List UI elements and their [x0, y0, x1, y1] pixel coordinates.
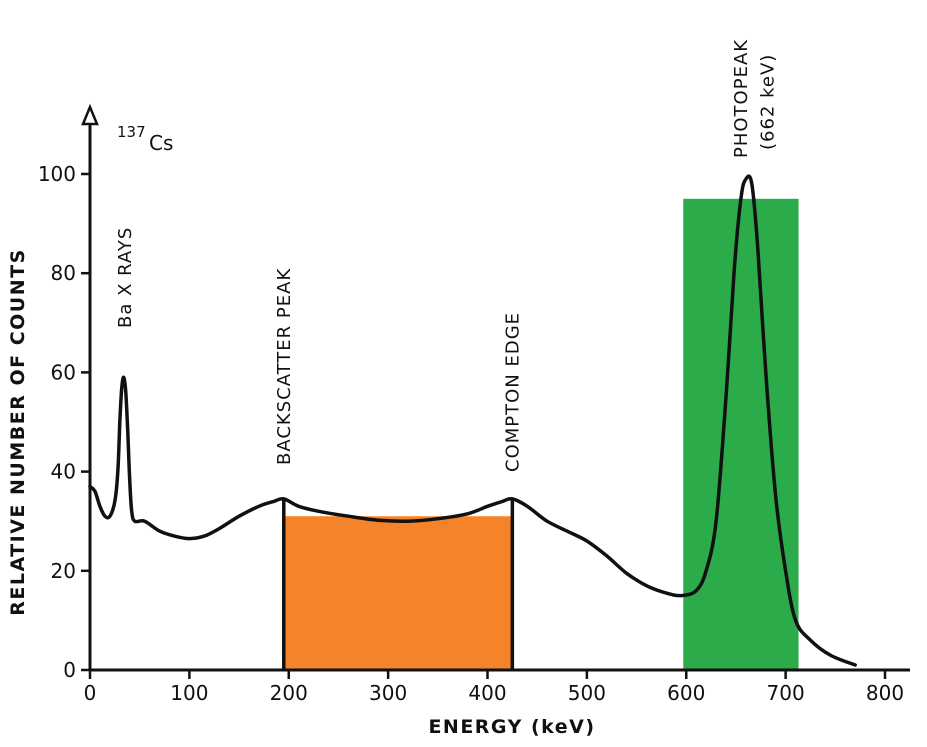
y-ticks: 0 20 40 60 80 100 — [38, 162, 90, 682]
shaded-regions — [283, 198, 799, 671]
x-tick-label: 200 — [270, 681, 308, 705]
title-mass-number: 137 — [117, 123, 146, 141]
annotation-label: Ba X RAYS — [115, 227, 136, 328]
y-tick-label: 80 — [51, 261, 76, 285]
x-tick-label: 400 — [468, 681, 506, 705]
title-element: Cs — [149, 131, 173, 155]
x-tick-label: 300 — [369, 681, 407, 705]
spectrum-curve-1 — [88, 174, 857, 667]
x-tick-label: 600 — [667, 681, 705, 705]
y-tick-label: 20 — [51, 559, 76, 583]
shaded-region-1 — [283, 516, 513, 670]
y-tick-label: 100 — [38, 162, 76, 186]
y-axis-title: RELATIVE NUMBER OF COUNTS — [7, 248, 29, 616]
annotation-label: COMPTON EDGE — [502, 312, 523, 472]
y-tick-label: 0 — [63, 658, 76, 682]
x-ticks: 0 100 200 300 400 500 600 700 800 — [84, 670, 904, 705]
y-tick-label: 60 — [51, 360, 76, 384]
x-tick-label: 100 — [170, 681, 208, 705]
annotation-label: BACKSCATTER PEAK — [274, 268, 295, 465]
annotation-label: (662 keV) — [758, 54, 779, 150]
curve-layer — [88, 174, 857, 667]
x-tick-label: 700 — [767, 681, 805, 705]
annotation-label: PHOTOPEAK — [731, 39, 752, 158]
x-tick-label: 500 — [568, 681, 606, 705]
x-tick-label: 0 — [84, 681, 97, 705]
chart-title: 137 Cs — [117, 123, 173, 155]
axes — [81, 103, 910, 672]
shaded-region-2 — [683, 198, 799, 671]
vertical-markers — [282, 498, 515, 670]
x-axis-title: ENERGY (keV) — [428, 716, 595, 738]
y-axis-arrowhead — [81, 103, 99, 126]
x-tick-label: 800 — [866, 681, 904, 705]
annotations: Ba X RAYS BACKSCATTER PEAK COMPTON EDGE PHO… — [115, 39, 779, 472]
y-tick-label: 40 — [51, 460, 76, 484]
